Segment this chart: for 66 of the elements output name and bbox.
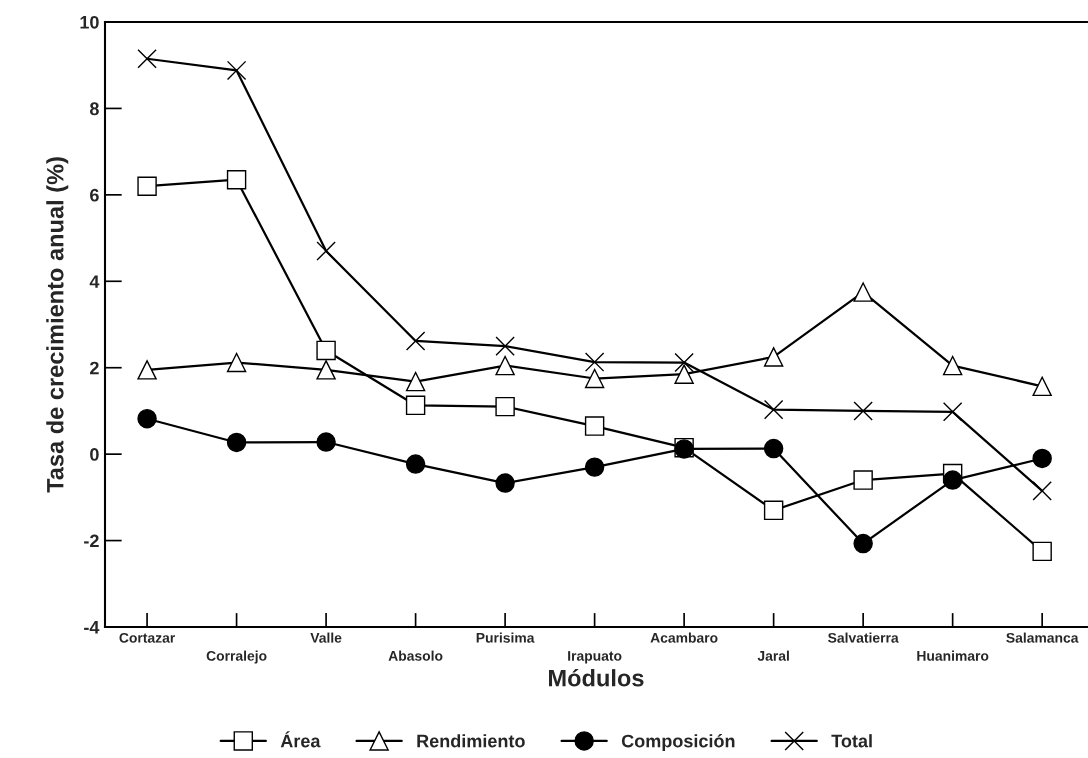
point — [137, 49, 157, 69]
point — [495, 473, 515, 493]
x-tick-label: Corralejo — [206, 650, 267, 664]
point — [405, 371, 426, 392]
point — [316, 360, 336, 380]
x-axis-title: Módulos — [549, 668, 644, 687]
point — [674, 364, 694, 384]
legend-label: Rendimiento — [417, 734, 525, 748]
point — [405, 395, 426, 416]
point — [942, 470, 963, 490]
y-tick-label: 8 — [89, 102, 99, 116]
point — [495, 355, 515, 376]
point — [316, 241, 336, 261]
point — [763, 399, 784, 420]
x-tick-label: Purisima — [476, 632, 535, 643]
legend-label: Composición — [621, 734, 735, 751]
point — [942, 402, 963, 422]
point — [495, 396, 515, 417]
y-tick-label: -2 — [84, 534, 99, 548]
x-tick-label: Acambaro — [650, 632, 718, 643]
point — [405, 331, 426, 351]
point — [1032, 481, 1052, 501]
point — [1032, 541, 1052, 562]
point — [316, 340, 336, 361]
point — [226, 352, 247, 373]
legend-label: Total — [831, 734, 872, 748]
point — [763, 438, 784, 459]
point — [763, 347, 784, 367]
x-tick-label: Abasolo — [388, 650, 443, 661]
point — [137, 360, 157, 380]
legend-label: Área — [280, 731, 321, 748]
point — [763, 500, 784, 521]
point — [316, 432, 336, 452]
point — [853, 470, 873, 490]
x-tick-label: Jaral — [757, 650, 789, 661]
x-tick-label: Valle — [310, 632, 342, 643]
x-tick-label: Salvatierra — [828, 632, 899, 643]
point — [1032, 376, 1052, 397]
point — [495, 336, 515, 356]
x-tick-label: Cortazar — [119, 632, 176, 643]
point — [674, 352, 694, 373]
y-tick-label: 0 — [90, 448, 99, 461]
y-tick-label: 2 — [90, 361, 99, 375]
x-tick-label: Huanimaro — [917, 650, 989, 661]
point — [584, 368, 605, 389]
point — [226, 60, 247, 81]
point — [226, 432, 247, 453]
point — [853, 401, 873, 421]
x-tick-label: Salamanca — [1006, 632, 1079, 643]
x-tick-label: Irapuato — [568, 651, 622, 664]
point — [942, 355, 963, 376]
point — [584, 457, 605, 477]
point — [1032, 448, 1052, 469]
point — [853, 533, 873, 554]
y-tick-label: 10 — [80, 15, 99, 29]
y-tick-label: 6 — [90, 188, 99, 202]
y-tick-label: -4 — [84, 621, 100, 634]
point — [584, 352, 605, 372]
point — [853, 282, 873, 302]
point — [137, 408, 157, 429]
point — [405, 454, 426, 474]
y-axis-title: Tasa de crecimiento anual (%) — [46, 157, 69, 493]
point — [226, 170, 247, 190]
point — [584, 416, 605, 436]
y-tick-label: 4 — [89, 275, 100, 288]
point — [137, 176, 157, 196]
